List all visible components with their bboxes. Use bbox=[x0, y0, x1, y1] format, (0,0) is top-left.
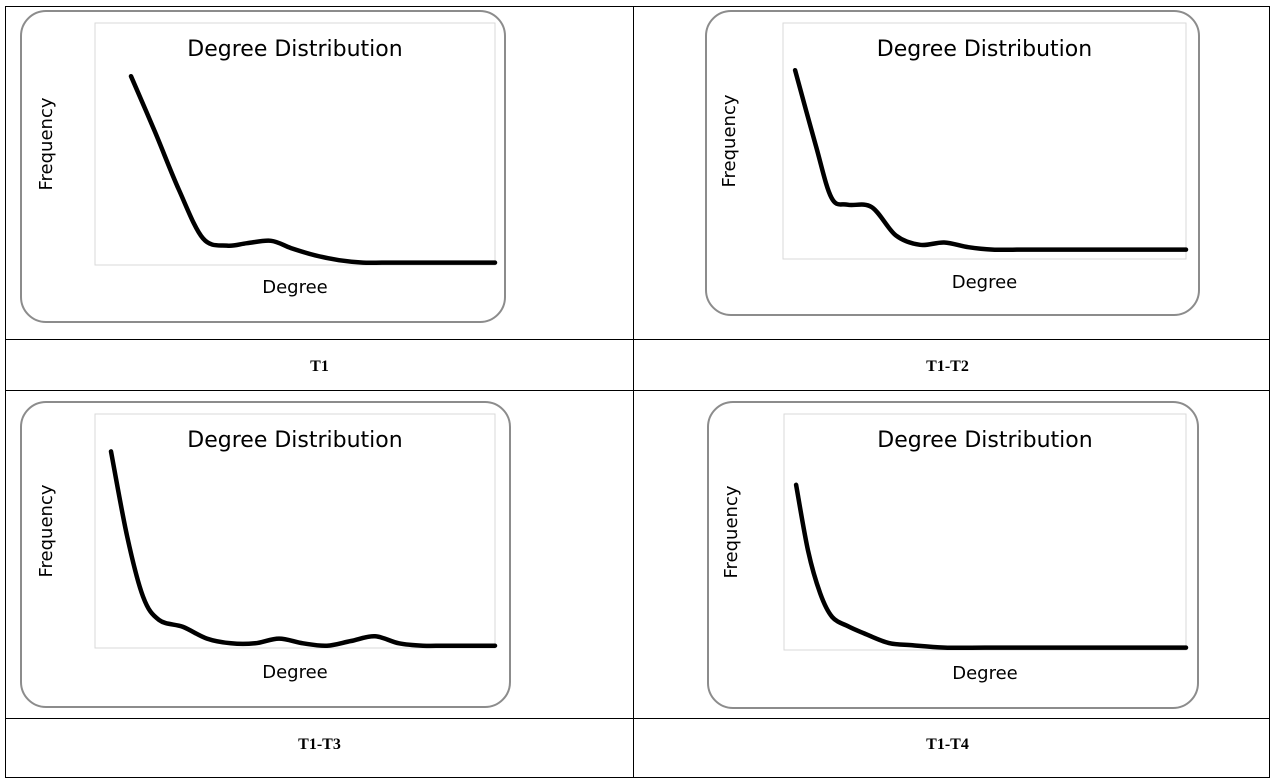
plot-area bbox=[94, 22, 496, 266]
row-divider bbox=[6, 718, 1269, 719]
row-divider bbox=[6, 390, 1269, 391]
series-line bbox=[108, 449, 498, 649]
chart-t1: Degree Distribution Degree Frequency bbox=[36, 22, 498, 298]
chart-title: Degree Distribution bbox=[877, 428, 1092, 453]
plot-area bbox=[94, 413, 496, 649]
chart-card-t1: Degree Distribution Degree Frequency bbox=[20, 10, 506, 323]
figure-table: T1 T1-T2 T1-T3 T1-T4 bbox=[5, 6, 1270, 778]
chart-t1-t3: Degree Distribution Degree Frequency bbox=[36, 413, 498, 683]
x-axis-label: Degree bbox=[262, 277, 328, 298]
x-axis-label: Degree bbox=[262, 662, 328, 683]
column-divider bbox=[633, 7, 634, 777]
panel-label-t1-t4: T1-T4 bbox=[926, 736, 969, 753]
chart-t1-t4: Degree Distribution Degree Frequency bbox=[721, 413, 1189, 684]
chart-card-t1-t3: Degree Distribution Degree Frequency bbox=[20, 401, 511, 708]
y-axis-label: Frequency bbox=[36, 97, 57, 190]
chart-card-t1-t2: Degree Distribution Degree Frequency bbox=[705, 10, 1200, 316]
series-line bbox=[128, 73, 498, 266]
chart-title: Degree Distribution bbox=[187, 428, 402, 453]
panel-label-t1-t2: T1-T2 bbox=[926, 358, 969, 375]
x-axis-label: Degree bbox=[952, 272, 1018, 293]
y-axis-label: Frequency bbox=[719, 94, 740, 187]
x-axis-label: Degree bbox=[952, 663, 1018, 684]
panel-label-t1: T1 bbox=[310, 358, 329, 375]
series-line bbox=[792, 67, 1189, 253]
y-axis-label: Frequency bbox=[36, 484, 57, 577]
series-line bbox=[793, 482, 1189, 651]
chart-title: Degree Distribution bbox=[877, 37, 1092, 62]
plot-area bbox=[782, 22, 1187, 260]
y-axis-label: Frequency bbox=[721, 485, 742, 578]
panel-label-t1-t3: T1-T3 bbox=[298, 736, 341, 753]
chart-card-t1-t4: Degree Distribution Degree Frequency bbox=[707, 401, 1199, 709]
row-divider bbox=[6, 339, 1269, 340]
plot-area bbox=[783, 413, 1187, 651]
chart-title: Degree Distribution bbox=[187, 37, 402, 62]
chart-t1-t2: Degree Distribution Degree Frequency bbox=[719, 22, 1189, 293]
